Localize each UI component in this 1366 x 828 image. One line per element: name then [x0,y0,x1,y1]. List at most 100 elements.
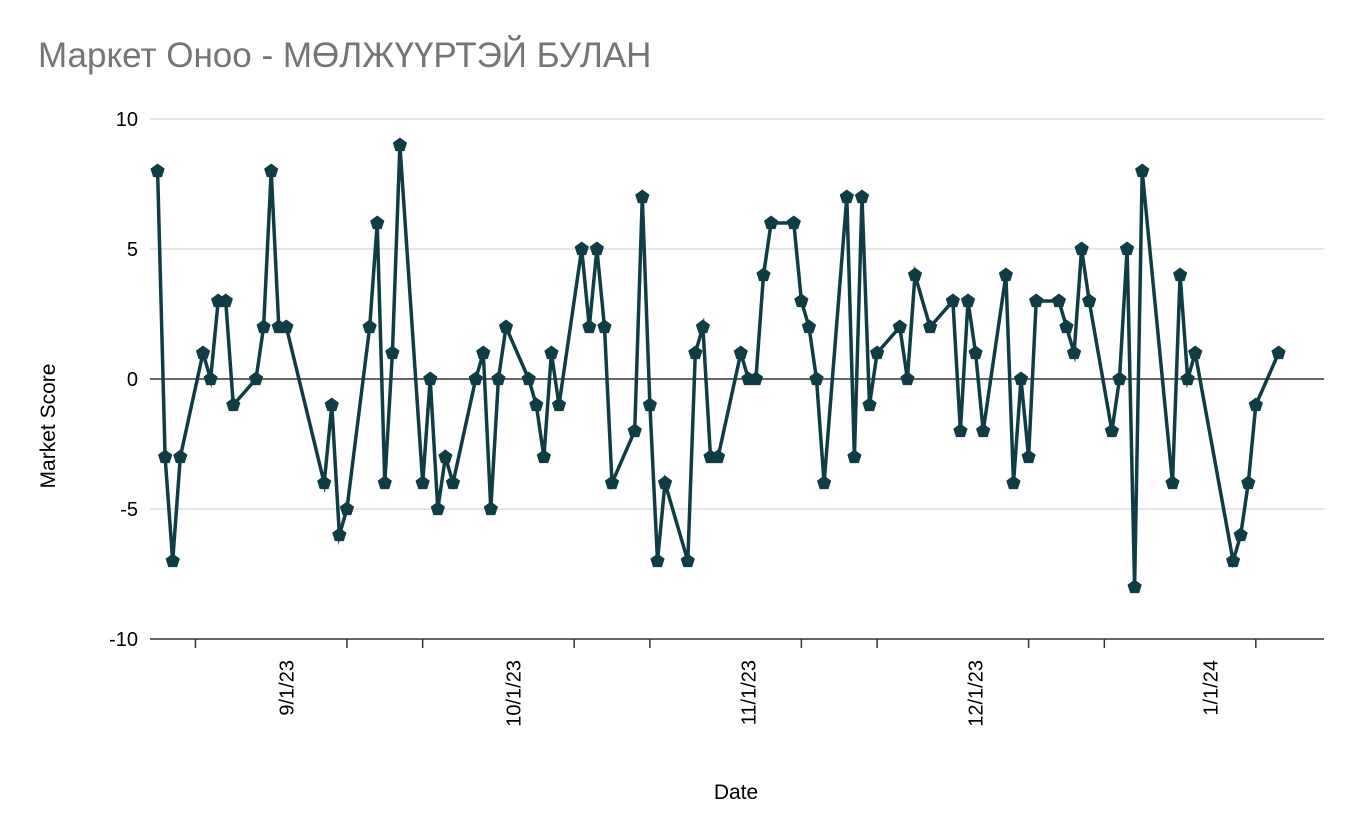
data-point [362,319,377,334]
data-point [203,371,218,386]
data-point [604,475,620,490]
data-point [976,423,991,438]
data-point [960,293,976,308]
data-point [1248,397,1263,412]
y-tick-label: 0 [127,369,138,391]
data-point [430,501,445,516]
x-tick-label: 10/1/23 [504,660,526,727]
data-point [392,137,408,152]
data-point [195,345,211,360]
data-point [1051,293,1066,308]
data-point [1173,267,1188,282]
data-point [1165,475,1180,490]
y-tick-label: 10 [116,109,138,131]
data-point [968,345,983,360]
data-point [574,241,589,256]
data-point [900,371,915,386]
data-point [1188,345,1203,360]
data-point [438,449,453,464]
data-point [445,475,461,490]
data-point [748,371,764,386]
data-point [256,319,271,334]
x-tick-label: 11/1/23 [738,660,760,725]
data-point [801,319,817,334]
series-line [155,144,1281,588]
data-point [1226,553,1241,568]
data-point [870,345,885,360]
data-point [733,345,748,360]
data-point [589,241,604,256]
data-point [165,553,180,568]
data-point [1059,319,1074,334]
data-point [551,397,567,412]
chart-title: Маркет Оноо - МӨЛЖҮҮРТЭЙ БУЛАН [38,36,652,75]
series-path [155,144,1281,588]
data-point [1112,371,1127,386]
data-point [279,319,294,334]
data-point [377,475,392,490]
y-axis-title: Market Score [37,364,60,489]
data-point [150,163,165,178]
data-point [756,267,771,282]
data-point [1082,293,1097,308]
data-point [264,163,279,178]
data-point [923,319,938,334]
data-point [476,345,491,360]
data-point [339,501,355,516]
y-tick-label: -10 [109,629,138,651]
data-point [317,475,332,490]
x-tick-label: 1/1/24 [1200,660,1222,716]
data-point [1021,449,1036,464]
data-point [415,475,430,490]
data-point [597,319,612,334]
data-point [218,293,233,308]
data-point [809,371,824,386]
data-point [953,423,968,438]
data-point [1074,241,1089,256]
data-point [521,371,536,386]
data-point [786,215,801,230]
x-tick-label: 9/1/23 [276,660,298,716]
data-point [1104,423,1120,438]
data-point [710,449,726,464]
data-point [1271,345,1286,360]
data-point [173,449,188,464]
data-point [1180,371,1195,386]
x-tick-label: 12/1/23 [966,660,988,727]
data-point [817,475,832,490]
y-tick-label: -5 [120,499,138,521]
data-point [529,397,544,412]
data-point [324,397,339,412]
data-point [226,397,241,412]
data-point [764,215,779,230]
data-point [1119,241,1135,256]
data-point [498,319,514,334]
data-point [839,189,854,204]
x-axis: 9/1/23 10/1/23 11/1/23 12/1/23 1/1/24 [150,638,1324,727]
data-point [385,345,400,360]
data-point [680,553,695,568]
data-point [1029,293,1044,308]
data-point [945,293,960,308]
data-point [582,319,597,334]
data-point [907,267,923,282]
data-point [536,449,551,464]
data-point [491,371,506,386]
data-point [794,293,809,308]
data-point [483,501,498,516]
data-point [332,527,347,542]
data-point [635,189,650,204]
y-tick-label: 5 [127,239,138,261]
data-point [657,475,673,490]
data-point [695,319,710,334]
y-tick-labels: 10 5 0 -5 -10 [109,109,138,651]
data-point [1135,163,1150,178]
data-point [998,267,1013,282]
series-markers [150,137,1286,594]
data-point [248,371,264,386]
data-point [1013,371,1029,386]
x-axis-title: Date [714,781,758,804]
data-point [370,215,385,230]
data-point [627,423,642,438]
